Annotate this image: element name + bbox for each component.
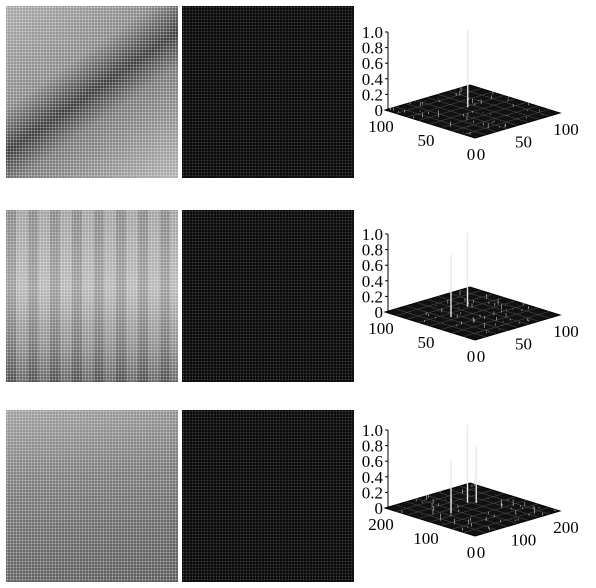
- z-tick-label: 0.8: [362, 241, 383, 260]
- y-tick-label: 100: [368, 117, 394, 136]
- x-tick-label: 0: [477, 543, 486, 562]
- surface-noise: [387, 479, 556, 532]
- y-tick-label: 50: [418, 131, 435, 150]
- y-tick-label: 100: [413, 529, 439, 548]
- x-tick-label: 50: [515, 133, 532, 152]
- z-tick-label: 1.0: [362, 421, 383, 440]
- row1-response-map: [182, 6, 354, 178]
- y-tick-label: 0: [467, 543, 476, 562]
- z-tick-label: 0.6: [362, 452, 383, 471]
- z-tick-label: 0.4: [362, 468, 384, 487]
- x-tick-label: 200: [553, 518, 579, 537]
- z-tick-label: 0.6: [362, 256, 383, 275]
- surface-mesh: [395, 87, 550, 136]
- z-tick-label: 0: [375, 303, 384, 322]
- y-tick-label: 0: [467, 145, 476, 164]
- x-tick-label: 100: [553, 120, 579, 139]
- x-tick-label: 0: [477, 347, 486, 366]
- row1-original-image: [6, 6, 178, 178]
- surface-noise: [390, 85, 543, 137]
- x-tick-label: 50: [515, 335, 532, 354]
- row3-original-image: [6, 410, 178, 582]
- row3-response-map: [182, 410, 354, 582]
- z-tick-label: 0.2: [362, 483, 383, 502]
- z-tick-label: 0.8: [362, 437, 383, 456]
- z-tick-label: 0.8: [362, 39, 383, 58]
- z-tick-label: 0.4: [362, 272, 384, 291]
- z-tick-label: 1.0: [362, 225, 383, 244]
- x-tick-label: 0: [477, 145, 486, 164]
- surface-mesh: [395, 289, 550, 338]
- z-tick-label: 0.2: [362, 287, 383, 306]
- x-tick-label: 100: [553, 322, 579, 341]
- z-tick-label: 0: [375, 101, 384, 120]
- row2-original-image: [6, 210, 178, 382]
- z-tick-label: 0.2: [362, 85, 383, 104]
- z-tick-label: 1.0: [362, 23, 383, 42]
- y-tick-label: 200: [368, 515, 394, 534]
- z-tick-label: 0.6: [362, 54, 383, 73]
- z-tick-label: 0.4: [362, 70, 384, 89]
- row2-response-map: [182, 210, 354, 382]
- y-tick-label: 50: [418, 333, 435, 352]
- y-tick-label: 100: [368, 319, 394, 338]
- surface-noise: [393, 290, 530, 334]
- y-tick-label: 0: [467, 347, 476, 366]
- z-tick-label: 0: [375, 499, 384, 518]
- x-tick-label: 100: [511, 531, 537, 550]
